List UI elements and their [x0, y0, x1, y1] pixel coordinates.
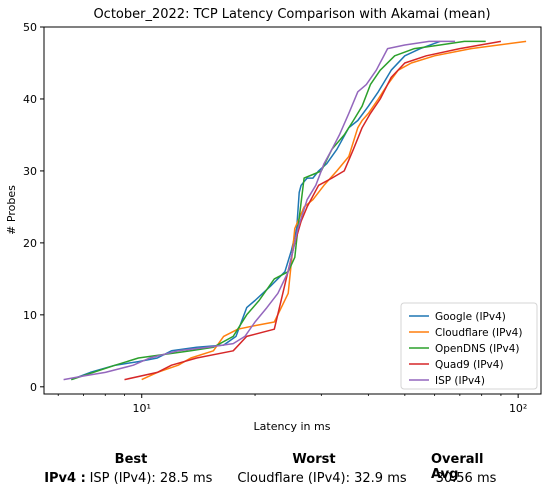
legend-label-4: Quad9 (IPv4)	[435, 359, 504, 371]
series-line-4	[124, 40, 502, 381]
x-tick-label: 10²	[509, 402, 527, 415]
series-line-1	[71, 40, 441, 381]
y-tick-label: 40	[23, 93, 37, 106]
legend-box	[400, 302, 538, 390]
x-axis: 10¹ 10²	[57, 394, 527, 415]
latency-chart: October_2022: TCP Latency Comparison wit…	[5, 7, 542, 433]
plot-frame	[43, 26, 542, 395]
best-value: ISP (IPv4): 28.5 ms	[89, 471, 213, 486]
x-tick-label: 10¹	[133, 402, 151, 415]
overall-avg-header: Overall Avg	[431, 452, 484, 482]
x-axis-label: Latency in ms	[254, 420, 331, 433]
worst-header: Worst	[292, 452, 336, 467]
chart-title: October_2022: TCP Latency Comparison wit…	[93, 7, 490, 22]
overall-avg-value: 30.56 ms	[435, 471, 497, 486]
legend-label-3: OpenDNS (IPv4)	[435, 343, 520, 355]
y-tick-label: 30	[23, 165, 37, 178]
series-line-3	[71, 40, 486, 381]
y-tick-label: 0	[30, 381, 37, 394]
best-header: Best	[114, 452, 148, 467]
series-line-5	[63, 40, 456, 381]
legend-label-5: ISP (IPv4)	[435, 375, 485, 387]
y-tick-label: 10	[23, 309, 37, 322]
legend: Google (IPv4) Cloudflare (IPv4) OpenDNS (I…	[400, 302, 538, 390]
y-axis: 0 10 20 30 40 50	[23, 21, 44, 394]
legend-label-1: Google (IPv4)	[435, 311, 506, 323]
legend-label-2: Cloudflare (IPv4)	[435, 327, 522, 339]
y-axis-label: # Probes	[5, 185, 18, 235]
worst-value: Cloudflare (IPv4): 32.9 ms	[237, 471, 407, 486]
y-tick-label: 50	[23, 21, 37, 34]
series-layer	[63, 40, 527, 381]
ipv4-row-label: IPv4 :	[44, 471, 86, 486]
y-tick-label: 20	[23, 237, 37, 250]
